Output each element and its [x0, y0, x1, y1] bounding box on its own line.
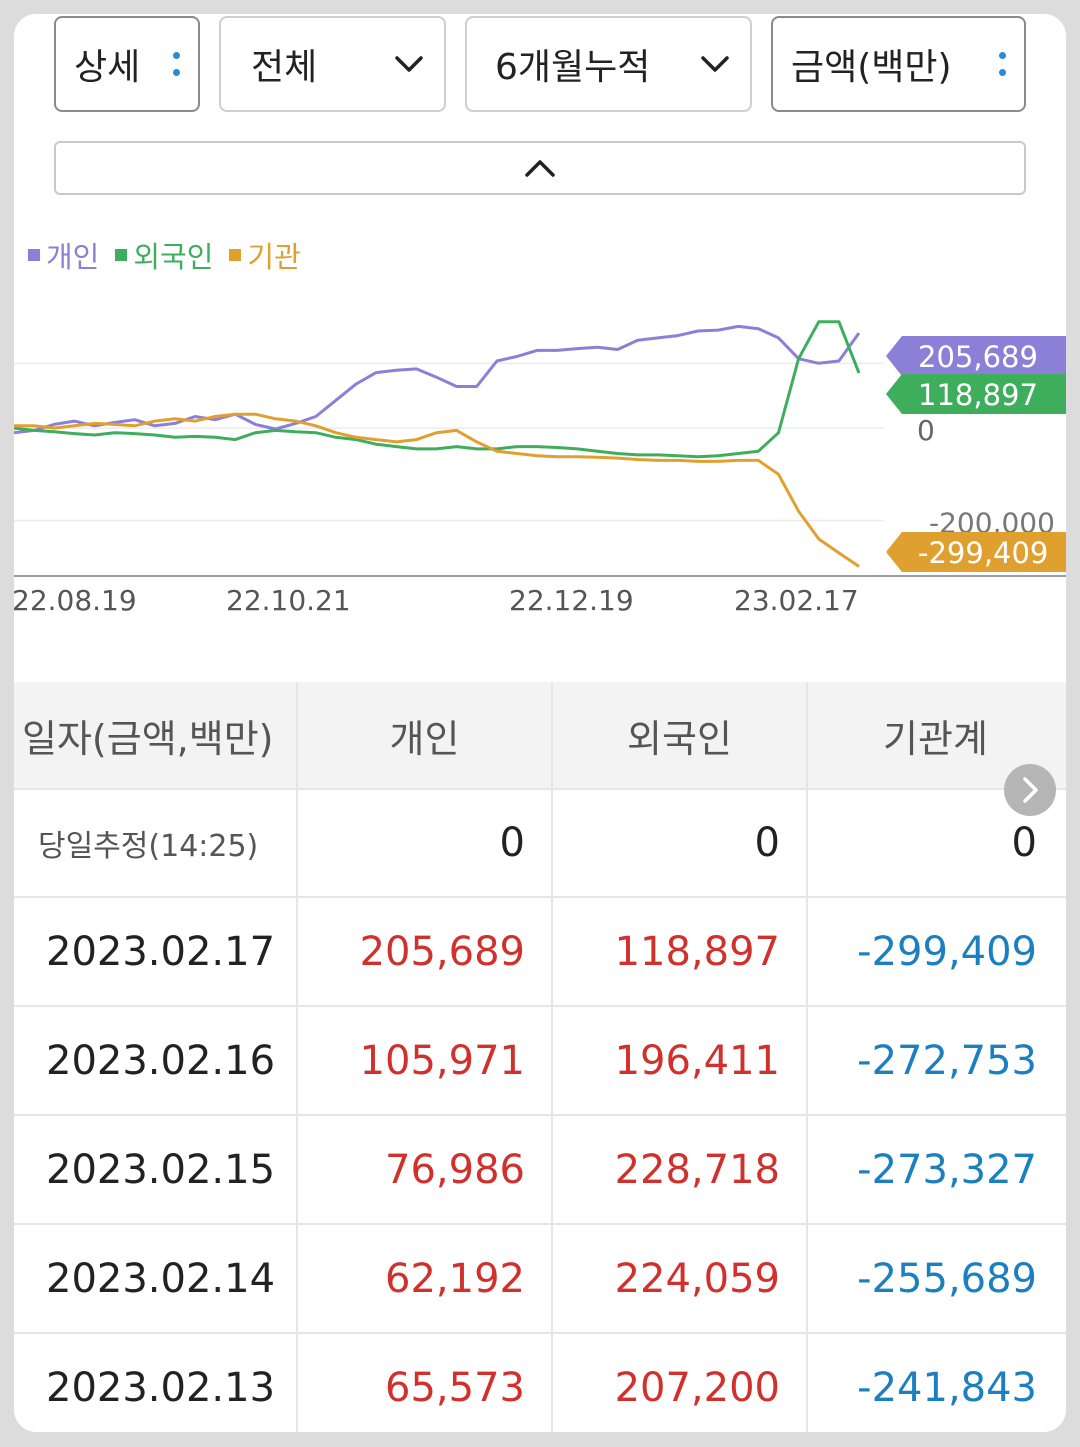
today-label: 당일추정(14:25) — [14, 790, 298, 896]
unit-dropdown[interactable]: 금액(백만) — [771, 16, 1026, 112]
legend-item-foreign: 외국인 — [115, 234, 213, 276]
legend-swatch — [115, 249, 128, 261]
row-institution: -273,327 — [857, 1146, 1037, 1193]
row-foreign: 207,200 — [553, 1334, 808, 1432]
row-foreign: 224,059 — [553, 1225, 808, 1332]
value-tag-label: -299,409 — [918, 536, 1048, 570]
table-row: 2023.02.13 65,573 207,200 -241,843 — [14, 1334, 1066, 1432]
row-personal: 62,192 — [298, 1225, 553, 1332]
detail-dropdown[interactable]: 상세 — [54, 16, 200, 112]
period-label: 6개월누적 — [495, 47, 651, 88]
scope-label: 전체 — [251, 47, 318, 88]
table-row: 2023.02.14 62,192 224,059 -255,689 — [14, 1225, 1066, 1334]
value-tag-2 — [886, 532, 1066, 572]
x-tick-label: 22.10.21 — [226, 584, 351, 617]
table-row: 2023.02.16 105,971 196,411 -272,753 — [14, 1007, 1066, 1116]
x-tick-label: 22.12.19 — [509, 584, 634, 617]
scroll-right-button[interactable] — [1004, 764, 1056, 816]
row-institution: -299,409 — [857, 928, 1037, 975]
table-row: 2023.02.15 76,986 228,718 -273,327 — [14, 1116, 1066, 1225]
series-line-2 — [14, 412, 860, 568]
row-personal: 76,986 — [298, 1116, 553, 1223]
value-tag-label: 118,897 — [918, 378, 1038, 412]
legend-swatch — [28, 249, 40, 261]
row-date: 2023.02.17 — [14, 898, 298, 1005]
scope-dropdown[interactable]: 전체 — [219, 16, 446, 112]
row-personal: 65,573 — [298, 1334, 553, 1432]
collapse-toggle-button[interactable] — [54, 141, 1026, 195]
row-foreign: 118,897 — [553, 898, 808, 1005]
investor-trend-card: 상세 전체 6개월누적 금액(백만) 개인 외국인 기관 0 -200,000 22… — [14, 14, 1066, 1432]
legend-label: 개인 — [46, 240, 100, 274]
period-dropdown[interactable]: 6개월누적 — [465, 16, 752, 112]
row-date: 2023.02.15 — [14, 1116, 298, 1223]
more-vert-icon — [173, 52, 180, 76]
investor-table: 일자(금액,백만) 개인 외국인 기관계 당일추정(14:25) 0 0 0 2… — [14, 682, 1066, 1432]
detail-label: 상세 — [74, 47, 141, 88]
row-institution: -241,843 — [857, 1364, 1037, 1411]
header-personal: 개인 — [298, 682, 553, 788]
header-institution: 기관계 — [883, 716, 988, 761]
row-institution: -255,689 — [857, 1255, 1037, 1302]
chevron-down-icon — [701, 56, 729, 72]
chevron-right-icon — [1023, 777, 1038, 803]
row-foreign: 196,411 — [553, 1007, 808, 1114]
chevron-down-icon — [395, 56, 423, 72]
series-line-0 — [14, 324, 861, 435]
chart-legend: 개인 외국인 기관 — [28, 234, 301, 276]
legend-label: 외국인 — [133, 240, 214, 274]
chevron-up-icon — [525, 160, 555, 177]
table-header-row: 일자(금액,백만) 개인 외국인 기관계 — [14, 682, 1066, 790]
legend-item-personal: 개인 — [28, 234, 99, 276]
row-personal: 105,971 — [298, 1007, 553, 1114]
today-institution: 0 — [1011, 820, 1037, 866]
value-tag-label: 205,689 — [918, 340, 1038, 374]
today-foreign: 0 — [553, 790, 808, 896]
row-date: 2023.02.13 — [14, 1334, 298, 1432]
unit-label: 금액(백만) — [791, 47, 952, 88]
legend-item-institution: 기관 — [229, 234, 301, 276]
header-foreign: 외국인 — [553, 682, 808, 788]
x-tick-label: 23.02.17 — [734, 584, 859, 617]
row-date: 2023.02.14 — [14, 1225, 298, 1332]
row-personal: 205,689 — [298, 898, 553, 1005]
today-estimate-row: 당일추정(14:25) 0 0 0 — [14, 790, 1066, 898]
y-tick-label: 0 — [917, 414, 935, 447]
series-line-1 — [14, 320, 861, 459]
table-row: 2023.02.17 205,689 118,897 -299,409 — [14, 898, 1066, 1007]
more-vert-icon — [999, 52, 1006, 76]
x-tick-label: 22.08.19 — [14, 584, 137, 617]
legend-swatch — [229, 249, 242, 261]
row-date: 2023.02.16 — [14, 1007, 298, 1114]
row-institution: -272,753 — [857, 1037, 1037, 1084]
legend-label: 기관 — [247, 240, 301, 274]
today-personal: 0 — [298, 790, 553, 896]
row-foreign: 228,718 — [553, 1116, 808, 1223]
header-date: 일자(금액,백만) — [14, 682, 298, 788]
value-tag-0 — [886, 336, 1066, 376]
value-tag-1 — [886, 374, 1066, 414]
